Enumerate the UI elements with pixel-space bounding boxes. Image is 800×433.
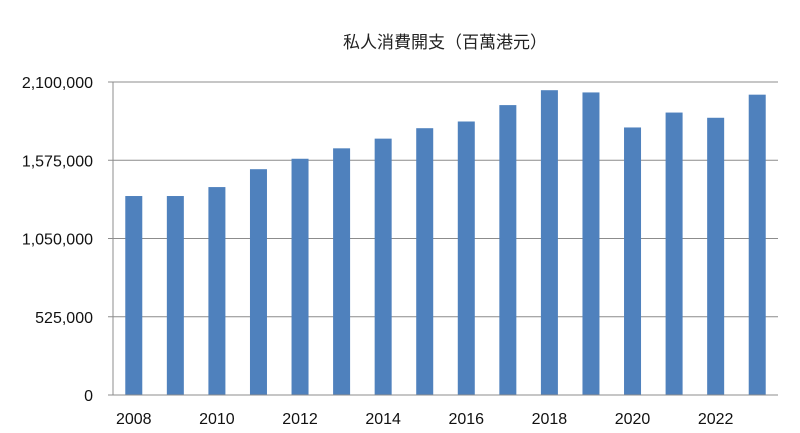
y-tick-label: 1,050,000 xyxy=(22,232,93,249)
y-axis-ticks: 0 525,000 1,050,000 1,575,000 2,100,000 xyxy=(22,75,93,405)
bar-2013 xyxy=(333,148,351,395)
bar-2010 xyxy=(208,187,226,395)
x-tick-label: 2012 xyxy=(282,411,318,428)
bar-2015 xyxy=(416,128,434,395)
bar-2023 xyxy=(748,94,766,396)
x-tick-label: 2020 xyxy=(615,411,651,428)
bars xyxy=(125,90,766,396)
x-tick-label: 2016 xyxy=(448,411,484,428)
bar-2016 xyxy=(457,121,475,395)
bar-2008 xyxy=(125,196,143,395)
y-tick-label: 1,575,000 xyxy=(22,153,93,170)
y-tick-label: 525,000 xyxy=(35,310,93,327)
x-tick-label: 2008 xyxy=(116,411,152,428)
y-tick-label: 0 xyxy=(84,388,93,405)
x-tick-label: 2018 xyxy=(532,411,568,428)
bar-2011 xyxy=(249,169,267,395)
axes xyxy=(108,81,778,396)
bar-2012 xyxy=(291,158,309,395)
chart-title: 私人消費開支（百萬港元） xyxy=(343,33,547,53)
bar-2018 xyxy=(540,90,558,395)
bar-2020 xyxy=(624,127,642,395)
y-tick-label: 2,100,000 xyxy=(22,75,93,92)
bar-2019 xyxy=(582,92,600,395)
x-axis-ticks: 2008 2010 2012 2014 2016 2018 2020 2022 xyxy=(116,411,734,428)
x-tick-label: 2014 xyxy=(365,411,401,428)
x-tick-label: 2010 xyxy=(199,411,235,428)
bar-2022 xyxy=(707,117,725,396)
bar-2009 xyxy=(166,196,184,395)
x-tick-label: 2022 xyxy=(698,411,734,428)
bar-2017 xyxy=(499,105,517,395)
bar-2014 xyxy=(374,138,392,395)
bar-2021 xyxy=(665,112,683,396)
